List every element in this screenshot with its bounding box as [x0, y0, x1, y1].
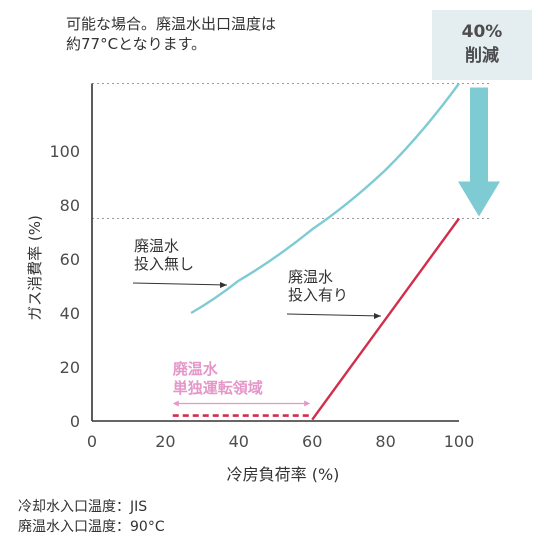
x-tick-label-40: 40 — [229, 432, 249, 451]
label-without-line-2: 投入無し — [134, 255, 194, 273]
arrow-head — [458, 181, 500, 217]
x-tick-label-20: 20 — [155, 432, 175, 451]
axes — [91, 83, 459, 422]
footnote: 冷却水入口温度：JIS 廃温水入口温度：90°C — [18, 497, 165, 537]
series-line-0 — [190, 82, 460, 315]
label-with-leader-arrow — [374, 313, 381, 319]
y-tick-label-60: 60 — [60, 250, 80, 269]
x-axis-ticks: 0 20 40 60 80 100 — [87, 432, 474, 451]
x-tick-label-0: 0 — [87, 432, 97, 451]
x-tick-label-80: 80 — [375, 432, 395, 451]
top-note: 可能な場合。廃温水出口温度は 約77°Cとなります。 — [66, 14, 396, 54]
label-without-line-1: 廃温水 — [134, 237, 179, 255]
x-tick-label-60: 60 — [302, 432, 322, 451]
label-with-line-2: 投入有り — [288, 286, 348, 304]
y-tick-label-20: 20 — [60, 358, 80, 377]
label-with-line-1: 廃温水 — [288, 268, 333, 286]
footnote-line-1: 冷却水入口温度：JIS — [18, 499, 148, 515]
y-tick-label-40: 40 — [60, 304, 80, 323]
top-note-line-1: 可能な場合。廃温水出口温度は — [66, 15, 277, 33]
x-tick-label-100: 100 — [444, 432, 475, 451]
y-tick-label-80: 80 — [60, 196, 80, 215]
top-note-line-2: 約77°Cとなります。 — [66, 35, 207, 53]
region-label-line-1: 廃温水 — [173, 360, 219, 378]
footnote-line-2: 廃温水入口温度：90°C — [18, 519, 165, 535]
reduction-badge: 40% 削減 — [432, 10, 532, 80]
label-without-leader-arrow — [220, 282, 227, 288]
reduction-label: 削減 — [465, 46, 499, 66]
y-axis-label: ガス消費率 (%) — [26, 215, 44, 321]
y-tick-label-0: 0 — [70, 412, 80, 431]
label-without-leader — [132, 282, 228, 286]
series-line-1 — [311, 217, 460, 421]
reference-lines — [92, 83, 490, 219]
region-label-line-2: 単独運転領域 — [173, 379, 263, 397]
y-tick-label-100: 100 — [49, 142, 80, 161]
y-axis-ticks: 0 20 40 60 80 100 — [49, 142, 80, 431]
reduction-percent: 40% — [461, 22, 503, 42]
region-arrow-left — [172, 400, 179, 407]
arrow-shaft — [470, 87, 488, 183]
label-with-leader — [286, 313, 382, 317]
x-axis-label: 冷房負荷率 (%) — [227, 465, 340, 484]
reduction-arrow — [458, 87, 500, 217]
series-lines — [172, 82, 460, 421]
region-arrow-right — [304, 400, 311, 407]
